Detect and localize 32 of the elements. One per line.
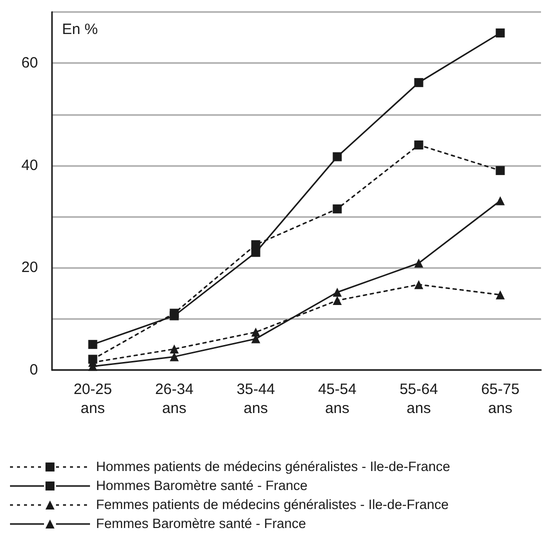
x-tick-label: 26-34 ans bbox=[155, 381, 194, 417]
x-tick-label: 65-75 ans bbox=[481, 381, 520, 417]
point bbox=[414, 140, 424, 150]
point bbox=[414, 78, 424, 88]
point bbox=[496, 290, 505, 300]
point bbox=[414, 258, 424, 268]
y-tick-label: 0 bbox=[30, 362, 38, 378]
x-tick-label: 55-64 ans bbox=[400, 381, 438, 417]
annotation: En % bbox=[62, 21, 98, 38]
x-tick-label: 20-25 ans bbox=[74, 381, 112, 417]
point bbox=[170, 344, 179, 354]
point bbox=[332, 152, 342, 162]
y-tick-label: 60 bbox=[21, 54, 38, 72]
point bbox=[496, 28, 505, 38]
y-tick-label: 40 bbox=[21, 156, 38, 174]
point bbox=[332, 296, 342, 305]
point bbox=[496, 196, 505, 206]
point bbox=[251, 248, 260, 257]
point bbox=[332, 288, 342, 297]
legend-label: Femmes patients de médecins généralistes - Ile-de-France bbox=[96, 496, 449, 514]
legend-label: Hommes Baromètre santé - France bbox=[96, 477, 308, 495]
x-tick-label: 35-44 ans bbox=[236, 381, 275, 417]
point bbox=[251, 328, 260, 337]
y-tick-label: 20 bbox=[21, 259, 38, 276]
point bbox=[414, 280, 424, 290]
legend-label: Hommes patients de médecins généralistes - Ile-de-France bbox=[96, 458, 450, 476]
point bbox=[170, 311, 179, 320]
x-tick-label: 45-54 ans bbox=[318, 381, 356, 417]
legend-label: Femmes Baromètre santé - France bbox=[96, 515, 306, 533]
point bbox=[88, 340, 98, 349]
point bbox=[332, 204, 342, 214]
point bbox=[496, 166, 505, 176]
